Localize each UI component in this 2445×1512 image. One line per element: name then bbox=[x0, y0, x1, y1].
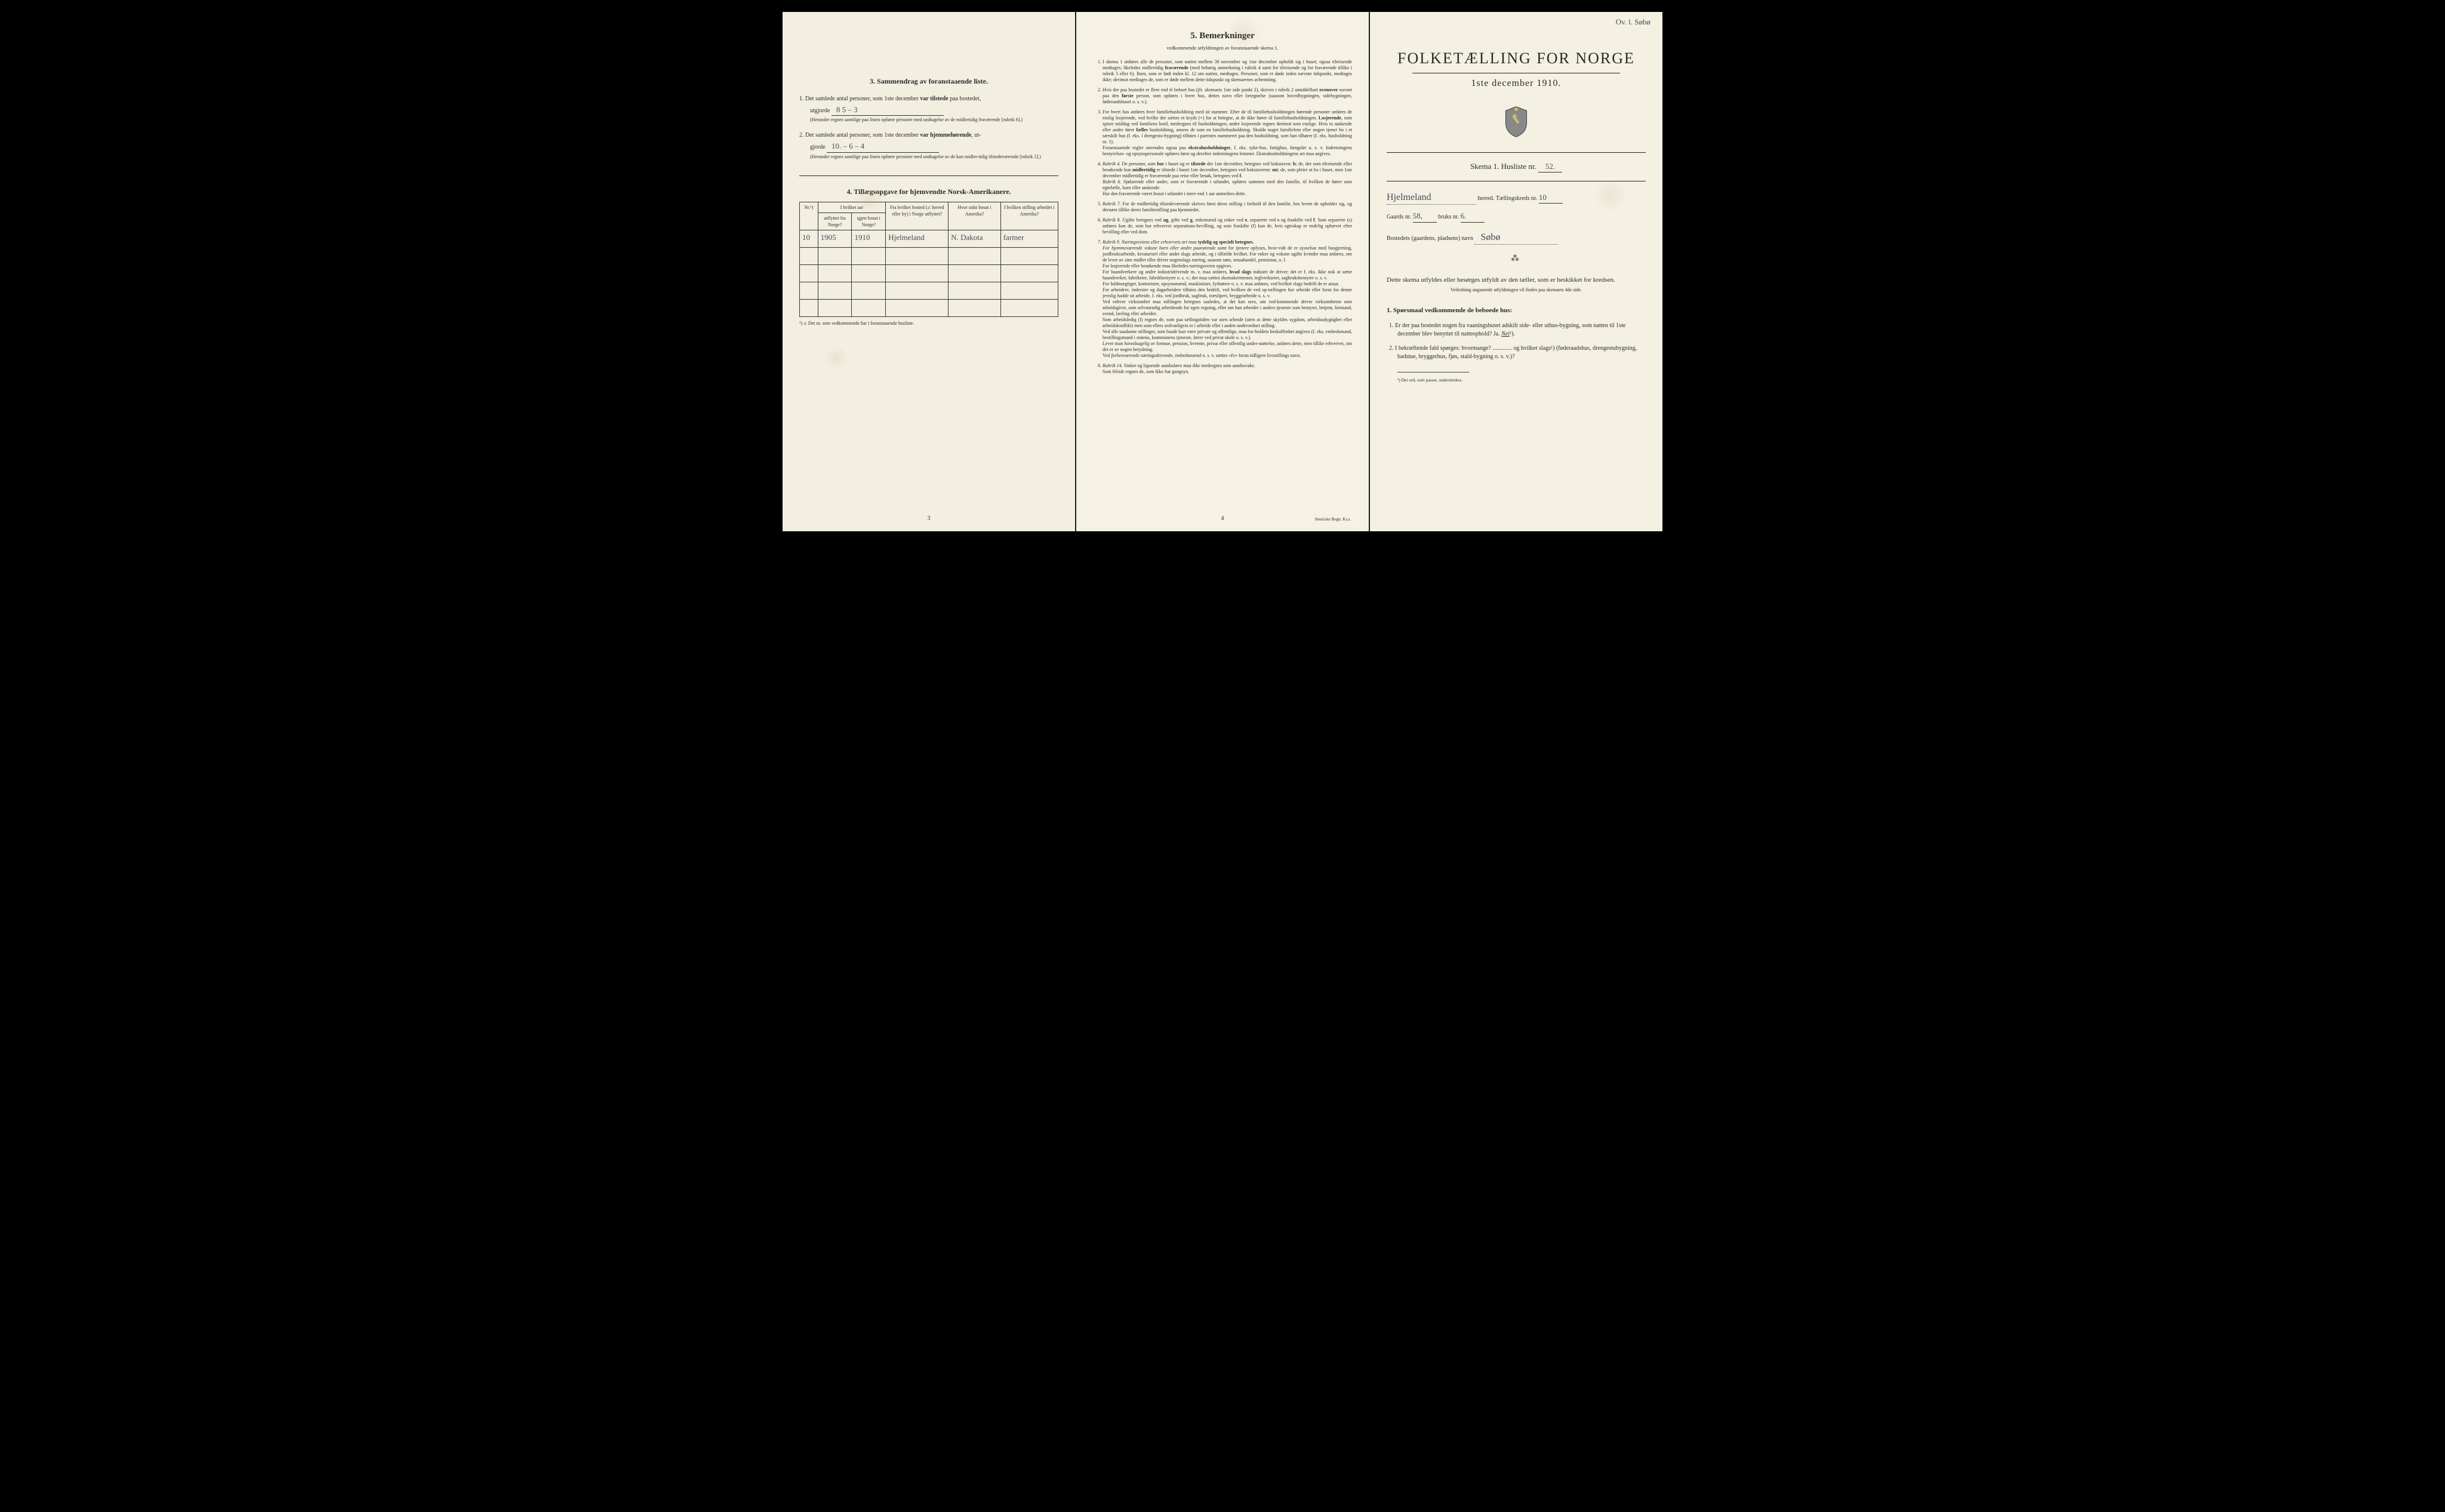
q1-fine: (Herunder regnes samtlige paa listen opf… bbox=[810, 117, 1058, 123]
page-right: Ov. l. Søbø FOLKETÆLLING FOR NORGE 1ste … bbox=[1370, 12, 1662, 531]
remark-item: Rubrik 14. Sinker og lignende aandssløve… bbox=[1103, 363, 1352, 375]
question-2: 2. I bekræftende fald spørges: hvormange… bbox=[1397, 344, 1646, 361]
remark-item: I skema 1 anføres alle de personer, som … bbox=[1103, 59, 1352, 83]
census-date: 1ste december 1910. bbox=[1387, 77, 1646, 90]
table-row: 10 1905 1910 Hjelmeland N. Dakota farmer bbox=[800, 230, 1058, 248]
th-from: Fra hvilket bosted (ɔ: herred eller by) … bbox=[886, 202, 949, 230]
gaards-nr: 58, bbox=[1413, 211, 1437, 222]
question-header: 1. Spørsmaal vedkommende de beboede hus: bbox=[1387, 306, 1646, 315]
q2-line: 2. Det samlede antal personer, som 1ste … bbox=[799, 131, 1058, 140]
document-spread: 3. Sammendrag av foranstaaende liste. 1.… bbox=[783, 12, 1662, 531]
q1-line: 1. Det samlede antal personer, som 1ste … bbox=[799, 95, 1058, 103]
bosted-line: Bostedets (gaardens, pladsens) navn Søbø bbox=[1387, 231, 1646, 245]
remark-item: Rubrik 4. De personer, som bor i huset o… bbox=[1103, 161, 1352, 197]
table-row bbox=[800, 300, 1058, 317]
remark-item: Rubrik 8. Ugifte betegnes ved ug, gifte … bbox=[1103, 217, 1352, 235]
kreds-nr: 10 bbox=[1539, 192, 1563, 204]
page-middle: 5. Bemerkninger vedkommende utfyldningen… bbox=[1076, 12, 1369, 531]
q2-fine: (Herunder regnes samtlige paa listen opf… bbox=[810, 154, 1058, 160]
section-3-title: 3. Sammendrag av foranstaaende liste. bbox=[799, 76, 1058, 87]
page-number: 4 bbox=[1221, 515, 1224, 523]
handwritten-annotation: Ov. l. Søbø bbox=[1616, 17, 1650, 27]
instruction-2: Veiledning angaaende utfyldningen vil fi… bbox=[1387, 287, 1646, 293]
th-nr: Nr.¹) bbox=[800, 202, 818, 230]
q2-value: 10. – 6 – 4 bbox=[827, 141, 939, 152]
section-5-title: 5. Bemerkninger bbox=[1093, 30, 1352, 42]
section-5-subtitle: vedkommende utfyldningen av foranstaaend… bbox=[1093, 45, 1352, 52]
remark-item: Hvis der paa bostedet er flere end ét be… bbox=[1103, 87, 1352, 105]
th-job: I hvilken stilling arbeidet i Amerika? bbox=[1000, 202, 1058, 230]
table-row bbox=[800, 282, 1058, 300]
husliste-nr: 52. bbox=[1538, 161, 1562, 173]
q1-value-line: utgjorde 8 5 – 3 bbox=[810, 104, 1058, 116]
main-title: FOLKETÆLLING FOR NORGE bbox=[1387, 48, 1646, 69]
section-4-title: 4. Tillægsopgave for hjemvendte Norsk-Am… bbox=[799, 187, 1058, 197]
remark-item: Rubrik 7. For de midlertidig tilstedevær… bbox=[1103, 201, 1352, 213]
table-row bbox=[800, 248, 1058, 265]
remarks-list: I skema 1 anføres alle de personer, som … bbox=[1093, 59, 1352, 375]
footnote: ¹) Det ord, som passer, understrekes. bbox=[1397, 377, 1646, 384]
herred-value: Hjelmeland bbox=[1387, 191, 1476, 205]
th-year-out: utflyttet fra Norge? bbox=[818, 213, 852, 230]
table-row bbox=[800, 265, 1058, 282]
remark-item: For hvert hus anføres hver familiehushol… bbox=[1103, 109, 1352, 157]
amerikaner-table: Nr.¹) I hvilket aar Fra hvilket bosted (… bbox=[799, 202, 1058, 318]
coat-of-arms bbox=[1387, 105, 1646, 141]
table-footnote: ¹) ɔ: Det nr. som vedkommende har i fora… bbox=[799, 321, 1058, 327]
th-year-back: igjen bosat i Norge? bbox=[852, 213, 886, 230]
page-left: 3. Sammendrag av foranstaaende liste. 1.… bbox=[783, 12, 1075, 531]
q1-value: 8 5 – 3 bbox=[832, 104, 944, 116]
printer-mark: Steen'ske Bogtr. Kr.a. bbox=[1314, 517, 1351, 523]
bruks-nr: 6. bbox=[1461, 211, 1485, 222]
gaards-line: Gaards nr. 58, bruks nr. 6. bbox=[1387, 211, 1646, 222]
q1-answer: Nei bbox=[1501, 331, 1510, 337]
ornament: ⁂ bbox=[1387, 253, 1646, 265]
bosted-value: Søbø bbox=[1474, 231, 1558, 245]
page-number: 3 bbox=[928, 515, 931, 523]
question-1: 1. Er der paa bostedet nogen fra vaaning… bbox=[1397, 322, 1646, 338]
instruction-1: Dette skema utfyldes eller besørges utfy… bbox=[1387, 276, 1646, 285]
th-where: Hvor sidst bosat i Amerika? bbox=[949, 202, 1000, 230]
remark-item: Rubrik 9. Næringsveiens eller erhvervets… bbox=[1103, 239, 1352, 359]
skema-line: Skema 1. Husliste nr. 52. bbox=[1387, 161, 1646, 173]
q2-value-line: gjorde 10. – 6 – 4 bbox=[810, 141, 1058, 152]
